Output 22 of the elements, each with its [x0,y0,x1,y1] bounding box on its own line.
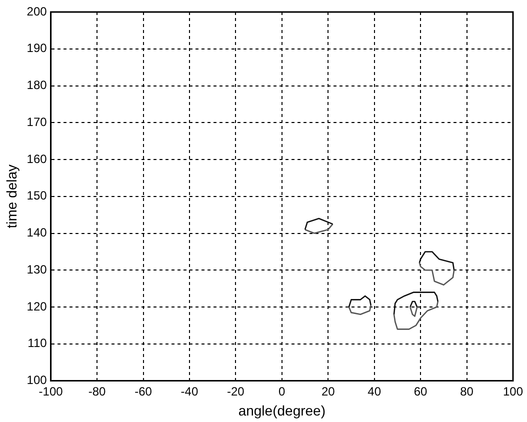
x-tick-label: 0 [278,384,286,398]
y-tick-label: 180 [26,78,48,92]
y-tick-label: 170 [26,114,48,129]
y-tick-label: 130 [26,262,48,276]
y-tick-label: 200 [26,4,48,18]
y-tick-label: 140 [26,226,48,240]
y-axis-title: time delay [3,164,20,228]
y-tick-label: 110 [28,336,48,350]
x-tick-label: -40 [180,384,198,398]
y-tick-label: 120 [26,299,48,314]
x-axis-title: angle(degree) [238,402,326,418]
y-tick-label: 160 [26,152,48,166]
x-tick-label: 20 [321,384,336,398]
x-tick-label: 100 [502,384,524,398]
y-tick-label: 150 [26,188,48,203]
x-tick-label: -60 [134,384,152,398]
x-tick-label: -80 [88,384,106,398]
x-tick-label: -20 [227,384,245,398]
y-tick-label: 190 [26,41,48,56]
x-tick-label: 60 [414,384,428,398]
x-tick-label: 40 [368,384,382,398]
x-tick-label: 80 [460,384,474,398]
